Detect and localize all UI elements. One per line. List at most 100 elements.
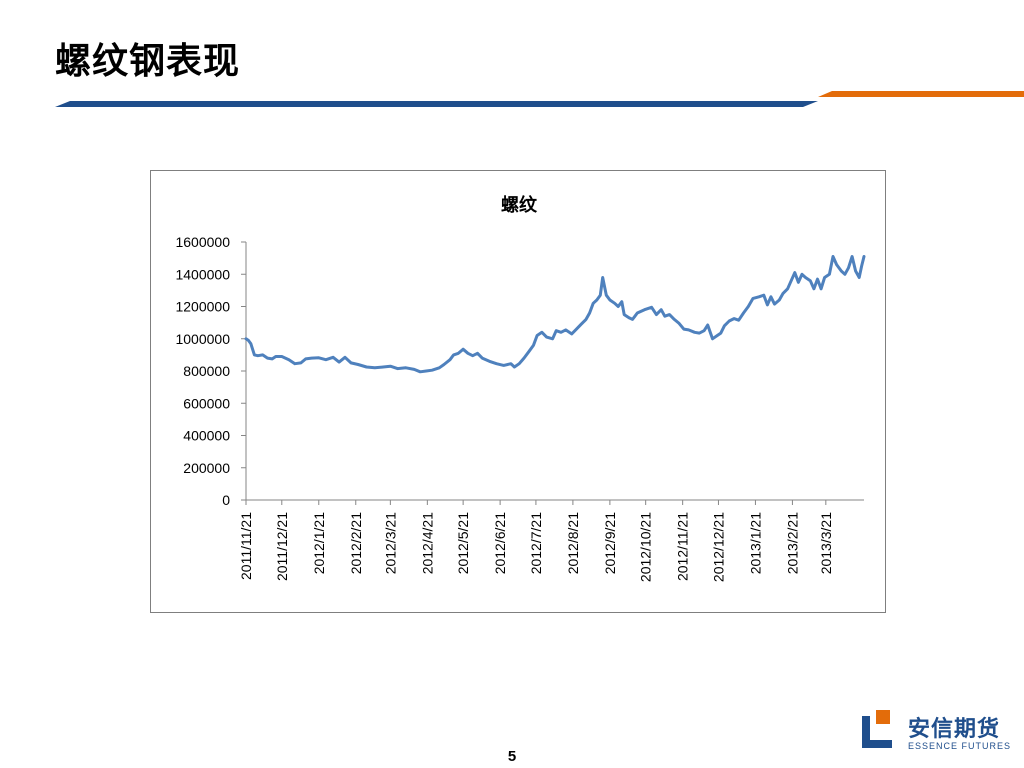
- data-point: [613, 302, 616, 305]
- data-point: [851, 255, 853, 258]
- data-point: [304, 358, 307, 360]
- data-point: [673, 318, 676, 321]
- data-point: [623, 313, 625, 316]
- data-point: [636, 312, 639, 314]
- data-point: [275, 355, 277, 358]
- data-point: [560, 331, 562, 334]
- data-point: [425, 370, 428, 372]
- data-point: [449, 358, 451, 361]
- slide-title: 螺纹钢表现: [55, 41, 241, 82]
- data-point: [564, 329, 567, 331]
- data-point: [389, 365, 392, 367]
- data-point: [698, 332, 701, 334]
- data-point: [844, 273, 846, 276]
- data-point: [631, 318, 634, 321]
- data-point: [245, 338, 247, 340]
- y-tick-label: 1200000: [175, 299, 230, 315]
- data-point: [728, 320, 730, 322]
- data-point: [605, 294, 608, 296]
- data-point: [706, 324, 709, 326]
- data-point: [813, 288, 815, 290]
- data-point: [294, 362, 296, 365]
- data-point: [271, 358, 273, 360]
- data-point: [419, 371, 422, 373]
- data-point: [782, 292, 784, 295]
- data-point: [551, 338, 554, 340]
- data-point: [628, 317, 630, 319]
- data-point: [452, 354, 455, 356]
- data-point: [858, 276, 860, 279]
- x-axis: 2011/11/21 2011/12/21 2012/1/21 2012/2/21 20…: [238, 499, 864, 582]
- data-point: [443, 363, 445, 366]
- data-point: [585, 318, 587, 321]
- data-point: [766, 304, 769, 306]
- data-point: [747, 305, 750, 308]
- x-tick-label: 2012/5/21: [455, 512, 471, 574]
- x-tick-label: 2012/2/21: [348, 512, 364, 574]
- x-tick-label: 2011/11/21: [238, 512, 254, 580]
- data-point: [711, 338, 714, 340]
- data-point: [413, 368, 416, 371]
- data-point: [253, 354, 256, 356]
- data-point: [804, 276, 807, 279]
- data-point: [687, 329, 690, 331]
- x-tick-label: 2011/12/21: [274, 512, 290, 581]
- data-point: [344, 356, 346, 359]
- data-point: [664, 315, 666, 317]
- data-point: [660, 308, 662, 311]
- data-point: [476, 352, 479, 355]
- x-tick-label: 2013/1/21: [747, 512, 763, 574]
- data-point: [438, 367, 441, 369]
- data-point: [580, 323, 582, 325]
- logo-name: 安信期货: [908, 717, 1001, 742]
- data-point: [742, 312, 745, 314]
- y-tick-label: 1000000: [175, 331, 230, 347]
- data-point: [266, 357, 269, 359]
- data-point: [588, 312, 591, 314]
- x-tick-label: 2012/3/21: [382, 512, 398, 574]
- data-point: [541, 331, 543, 334]
- series-line: [244, 255, 866, 374]
- data-point: [823, 276, 826, 279]
- data-point: [794, 271, 796, 274]
- data-point: [518, 362, 520, 365]
- data-point: [365, 366, 368, 368]
- data-point: [457, 352, 460, 355]
- data-point: [488, 360, 491, 363]
- data-point: [523, 357, 525, 359]
- data-point: [683, 328, 685, 330]
- data-point: [801, 273, 803, 276]
- logo-mark-icon: [862, 710, 892, 748]
- data-point: [570, 333, 573, 335]
- data-point: [621, 300, 623, 303]
- data-point: [773, 303, 776, 305]
- data-point: [786, 288, 789, 290]
- page-number: 5: [507, 748, 517, 765]
- data-point: [847, 267, 850, 269]
- series-layer: [244, 255, 866, 374]
- data-point: [431, 369, 433, 371]
- x-tick-label: 2012/6/21: [492, 512, 508, 574]
- data-point: [502, 364, 505, 367]
- data-point: [325, 358, 327, 361]
- logo-subtitle: ESSENCE FUTURES: [908, 741, 1012, 751]
- data-point: [716, 334, 719, 337]
- data-point: [770, 296, 772, 298]
- data-point: [835, 263, 838, 266]
- data-point: [828, 273, 831, 276]
- data-point: [599, 294, 602, 296]
- data-point: [863, 255, 865, 258]
- data-point: [382, 366, 384, 368]
- data-point: [374, 367, 376, 369]
- data-point: [532, 344, 535, 346]
- x-tick-label: 2012/12/21: [710, 512, 726, 582]
- data-point: [854, 270, 857, 272]
- x-tick-label: 2012/9/21: [602, 512, 618, 574]
- data-point: [318, 357, 320, 359]
- data-point: [528, 350, 530, 353]
- data-point: [338, 361, 340, 363]
- data-point: [790, 279, 792, 282]
- y-axis: 0 200000 400000 600000 800000 1000000 1200000 1…: [175, 234, 247, 508]
- data-point: [250, 342, 252, 345]
- data-point: [281, 355, 283, 358]
